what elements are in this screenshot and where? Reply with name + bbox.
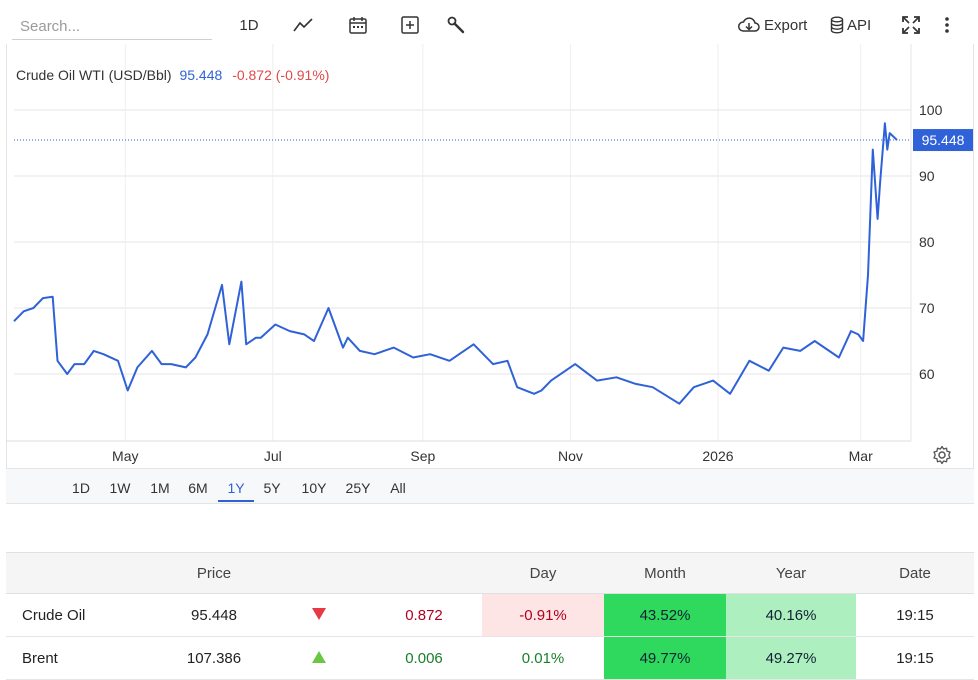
y-tick-label: 100: [919, 102, 943, 118]
header-name: [6, 552, 156, 594]
price-chart[interactable]: 60 70 80 90 100 May Jul Sep Nov 2026 Mar 95.448: [0, 44, 978, 468]
export-button[interactable]: Export: [738, 12, 812, 38]
range-6m-button[interactable]: 6M: [188, 480, 208, 496]
toolbar: 1D Export API: [0, 0, 978, 50]
range-1w-button[interactable]: 1W: [109, 480, 131, 496]
quotes-table: Price Day Month Year Date Crude Oil 95.4…: [6, 552, 974, 680]
range-1y-button[interactable]: 1Y: [218, 478, 254, 502]
calendar-icon[interactable]: [345, 12, 371, 38]
header-direction: [272, 552, 366, 594]
api-label: API: [847, 16, 872, 34]
search-input[interactable]: [12, 14, 212, 40]
x-tick-label: Sep: [410, 448, 435, 464]
header-day: Day: [482, 552, 604, 594]
table-header-row: Price Day Month Year Date: [6, 552, 974, 594]
header-date: Date: [856, 552, 974, 594]
database-icon: [830, 16, 844, 34]
header-month: Month: [604, 552, 726, 594]
table-row[interactable]: Crude Oil 95.448 0.872 -0.91% 43.52% 40.…: [6, 593, 974, 637]
row-month-pct: 43.52%: [604, 593, 726, 637]
change-label: -0.872 (-0.91%): [232, 67, 330, 83]
range-all-button[interactable]: All: [390, 480, 406, 496]
row-price: 107.386: [156, 636, 272, 680]
row-change: 0.872: [366, 593, 482, 637]
series-line-crude-oil-wti[interactable]: [13, 122, 898, 405]
timeframe-button[interactable]: 1D: [239, 16, 259, 34]
x-tick-label: Jul: [264, 448, 282, 464]
x-tick-label: Nov: [558, 448, 583, 464]
y-tick-label: 90: [919, 168, 935, 184]
more-vert-icon[interactable]: [936, 12, 958, 38]
row-date: 19:15: [856, 593, 974, 637]
row-day-pct: -0.91%: [482, 593, 604, 637]
header-change: [366, 552, 482, 594]
range-10y-button[interactable]: 10Y: [301, 480, 327, 496]
x-tick-label: Mar: [849, 448, 873, 464]
row-price: 95.448: [156, 593, 272, 637]
range-25y-button[interactable]: 25Y: [345, 480, 371, 496]
x-tick-label: 2026: [702, 448, 733, 464]
row-year-pct: 49.27%: [726, 636, 856, 680]
x-tick-label: May: [112, 448, 138, 464]
api-button[interactable]: API: [830, 12, 878, 38]
triangle-up-icon: [312, 650, 326, 663]
header-year: Year: [726, 552, 856, 594]
row-month-pct: 49.77%: [604, 636, 726, 680]
row-date: 19:15: [856, 636, 974, 680]
range-1d-button[interactable]: 1D: [72, 480, 90, 496]
header-price: Price: [156, 552, 272, 594]
symbol-label: Crude Oil WTI (USD/Bbl): [16, 67, 172, 83]
row-direction: [272, 593, 366, 637]
line-chart-icon[interactable]: [290, 12, 316, 38]
row-day-pct: 0.01%: [482, 636, 604, 680]
add-box-icon[interactable]: [397, 12, 423, 38]
row-change: 0.006: [366, 636, 482, 680]
row-name[interactable]: Crude Oil: [6, 593, 156, 637]
range-5y-button[interactable]: 5Y: [263, 480, 281, 496]
fullscreen-icon[interactable]: [898, 12, 924, 38]
export-label: Export: [764, 16, 808, 34]
y-tick-label: 60: [919, 366, 935, 382]
gear-icon[interactable]: [931, 444, 953, 466]
row-name[interactable]: Brent: [6, 636, 156, 680]
wrench-icon[interactable]: [443, 12, 469, 38]
range-1m-button[interactable]: 1M: [150, 480, 170, 496]
last-price-badge: [913, 129, 973, 152]
row-year-pct: 40.16%: [726, 593, 856, 637]
last-price-label: 95.448: [922, 132, 965, 148]
triangle-down-icon: [312, 607, 326, 620]
y-tick-label: 70: [919, 300, 935, 316]
cloud-download-icon: [738, 17, 760, 33]
y-tick-label: 80: [919, 234, 935, 250]
row-direction: [272, 636, 366, 680]
chart-title: Crude Oil WTI (USD/Bbl) 95.448 -0.872 (-…: [16, 67, 329, 83]
price-label: 95.448: [179, 67, 223, 83]
table-row[interactable]: Brent 107.386 0.006 0.01% 49.77% 49.27% …: [6, 636, 974, 680]
range-selector: [6, 468, 974, 504]
